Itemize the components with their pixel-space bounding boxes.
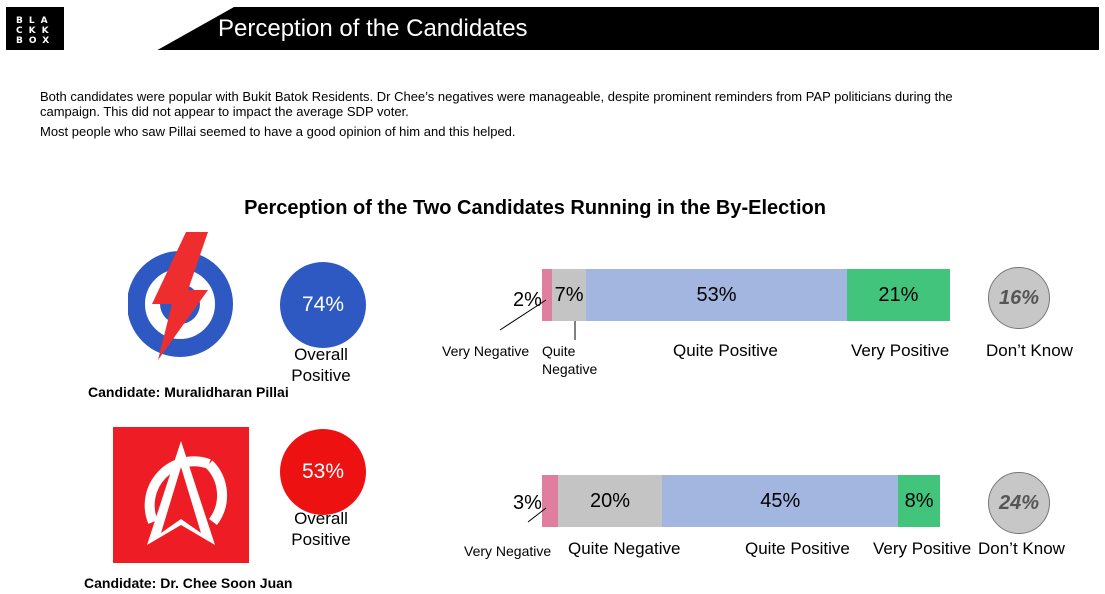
data-label: 16% (998, 286, 1040, 309)
data-label: 7% (554, 283, 584, 306)
candidate-name-pillai: Candidate: Muralidharan Pillai (88, 384, 289, 400)
logo-row-1: BLA (16, 16, 54, 26)
candidate-name-chee: Candidate: Dr. Chee Soon Juan (84, 575, 293, 591)
logo-row-3: BOX (16, 36, 56, 46)
bar-segment-quite-positive: 45% (662, 475, 899, 527)
page-title: Perception of the Candidates (218, 15, 528, 42)
sdp-logo (113, 427, 249, 563)
overall-label-line-1: Overall (294, 345, 348, 364)
data-label: 45% (760, 489, 801, 512)
bar-segment-very-negative (542, 269, 552, 321)
summary-line-1: Both candidates were popular with Bukit … (40, 89, 953, 119)
category-label: Quite Positive (673, 341, 778, 360)
logo-row-2: CKK (16, 26, 55, 36)
overall-positive-badge-chee: 53% (280, 429, 366, 515)
data-label: 53% (696, 283, 737, 306)
chart-title: Perception of the Two Candidates Running… (244, 197, 826, 219)
category-label: Quite Positive (745, 539, 850, 558)
overall-positive-label: Overall Positive (271, 508, 371, 550)
bar-segment-very-positive: 21% (846, 269, 950, 321)
overall-positive-label: Overall Positive (271, 344, 371, 386)
overall-positive-value: 53% (301, 460, 345, 483)
category-label: Don’t Know (986, 341, 1073, 360)
bar-segment-quite-negative: 20% (557, 475, 663, 527)
dont-know-badge: 16% (988, 267, 1050, 329)
category-label: Very Positive (851, 341, 950, 360)
data-label: 8% (904, 489, 934, 512)
bar-segment-very-negative (542, 475, 558, 527)
overall-label-line-2: Positive (291, 530, 351, 549)
summary-line-2: Most people who saw Pillai seemed to hav… (40, 124, 516, 139)
category-label: Quite (542, 343, 576, 359)
data-label-very-negative: 2% (513, 289, 542, 311)
bar-segment-quite-positive: 53% (586, 269, 847, 321)
category-label: Very Negative (442, 343, 530, 359)
bar-segment-very-positive: 8% (898, 475, 940, 527)
data-label-very-negative: 3% (513, 492, 542, 514)
category-label: Very Negative (464, 543, 552, 559)
category-label: Quite Negative (568, 539, 681, 558)
stacked-bar-pillai: 7% 53% 21% (542, 269, 950, 321)
dont-know-badge: 24% (988, 472, 1050, 534)
overall-positive-value: 74% (301, 293, 345, 316)
category-label: Don’t Know (978, 539, 1065, 558)
category-label: Very Positive (873, 539, 972, 558)
blackbox-logo: BLA CKK BOX (6, 7, 64, 50)
header-wedge (64, 7, 234, 50)
data-label: 21% (878, 283, 919, 306)
summary-text: Both candidates were popular with Bukit … (40, 89, 1000, 144)
data-label: 24% (998, 491, 1040, 514)
bar-segment-quite-negative: 7% (551, 269, 587, 321)
header-bar: BLA CKK BOX Perception of the Candidates (6, 7, 1099, 50)
pap-logo (128, 232, 233, 360)
stacked-bar-chee: 20% 45% 8% (542, 475, 940, 527)
overall-label-line-2: Positive (291, 366, 351, 385)
data-label: 20% (590, 489, 631, 512)
overall-label-line-1: Overall (294, 509, 348, 528)
category-label: Negative (542, 361, 598, 377)
overall-positive-badge-pillai: 74% (280, 262, 366, 348)
